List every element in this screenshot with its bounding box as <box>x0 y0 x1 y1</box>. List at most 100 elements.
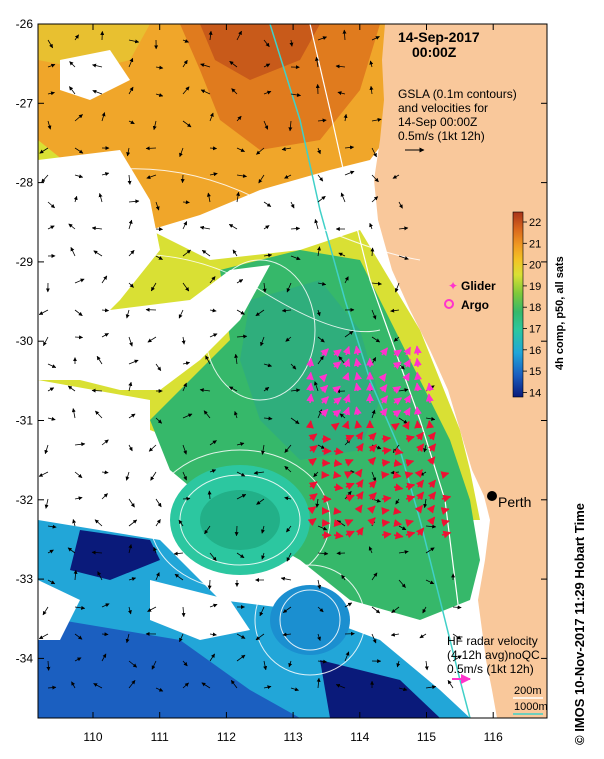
velocity-arrow <box>155 417 163 424</box>
hf-arrow <box>440 471 450 479</box>
velocity-arrow <box>47 685 57 690</box>
velocity-arrow <box>94 519 103 527</box>
velocity-arrow <box>155 363 162 372</box>
velocity-arrow <box>337 91 346 96</box>
hf-arrow <box>381 471 390 480</box>
velocity-arrow <box>344 276 349 284</box>
velocity-arrow <box>182 413 193 419</box>
velocity-arrow <box>236 442 245 447</box>
velocity-arrow <box>42 606 49 616</box>
velocity-arrow <box>282 606 292 613</box>
velocity-arrow <box>290 201 295 209</box>
velocity-arrow <box>128 519 138 527</box>
velocity-arrow <box>47 549 54 554</box>
velocity-arrow <box>182 361 191 366</box>
velocity-arrow <box>344 170 355 176</box>
velocity-arrow <box>128 219 133 230</box>
velocity-arrow <box>284 174 292 179</box>
velocity-arrow <box>128 413 136 419</box>
velocity-arrow <box>91 550 103 555</box>
hf-arrow <box>354 420 363 429</box>
hf-arrow <box>393 459 403 468</box>
velocity-arrow <box>128 577 137 581</box>
hf-arrow <box>309 444 318 454</box>
hf-arrow <box>413 357 422 368</box>
velocity-arrow <box>317 281 327 286</box>
hf-arrow <box>367 517 376 526</box>
hf-arrow <box>353 345 362 356</box>
velocity-arrow <box>398 255 409 260</box>
velocity-arrow <box>290 687 299 692</box>
velocity-arrow <box>316 309 321 317</box>
velocity-arrow <box>199 388 211 393</box>
velocity-arrow <box>155 498 162 508</box>
velocity-arrow <box>101 112 106 122</box>
velocity-arrow <box>371 196 379 203</box>
velocity-arrow <box>313 471 319 478</box>
velocity-arrow <box>128 39 140 44</box>
hf-arrow <box>427 456 436 466</box>
velocity-arrow <box>234 525 239 537</box>
hf-arrow <box>333 459 343 468</box>
velocity-arrow <box>150 471 157 481</box>
velocity-arrow <box>390 632 400 637</box>
hf-arrow <box>427 443 437 453</box>
velocity-arrow <box>74 496 83 501</box>
velocity-arrow <box>317 579 322 590</box>
colorbar-tick-label: 17 <box>529 324 541 336</box>
hf-arrow <box>332 361 342 370</box>
hf-arrow <box>353 382 362 392</box>
hf-arrow <box>403 346 412 356</box>
velocity-arrow <box>209 552 217 562</box>
velocity-arrow <box>128 359 139 365</box>
hf-arrow <box>344 519 354 527</box>
velocity-arrow <box>317 36 327 41</box>
velocity-arrow <box>47 363 57 368</box>
velocity-arrow <box>209 308 217 313</box>
velocity-arrow <box>74 114 83 122</box>
velocity-arrow <box>38 309 49 315</box>
velocity-arrow <box>209 333 218 338</box>
credit-line: © IMOS 10-Nov-2017 11:29 Hobart Time <box>572 503 587 745</box>
lon-tick-label: 114 <box>350 730 369 744</box>
velocity-arrow <box>285 336 292 342</box>
velocity-arrow <box>392 174 400 179</box>
velocity-arrow <box>182 120 192 128</box>
velocity-arrow <box>281 147 292 151</box>
velocity-arrow <box>128 336 133 347</box>
hf-arrow <box>415 479 425 489</box>
velocity-arrow <box>72 519 77 527</box>
velocity-arrow <box>371 606 381 614</box>
argo-symbol <box>444 299 454 309</box>
velocity-arrow <box>208 30 213 41</box>
hf-arrow <box>441 494 452 503</box>
velocity-arrow <box>74 278 85 284</box>
velocity-arrow <box>396 660 401 668</box>
velocity-arrow <box>128 381 133 392</box>
velocity-arrow <box>152 120 157 131</box>
velocity-arrow <box>314 56 319 68</box>
hf-arrow <box>381 458 391 467</box>
velocity-arrow <box>155 572 160 581</box>
velocity-arrow <box>101 470 109 475</box>
velocity-arrow <box>43 336 49 347</box>
velocity-arrow <box>263 63 271 68</box>
velocity-arrow <box>47 416 56 421</box>
velocity-arrow <box>228 386 238 392</box>
velocity-arrow <box>391 606 400 614</box>
velocity-arrow <box>263 225 270 230</box>
velocity-arrow <box>338 252 346 257</box>
velocity-arrow <box>182 471 187 481</box>
velocity-arrow <box>317 525 328 531</box>
velocity-arrow <box>125 633 130 644</box>
colorbar-ticks: 22 21 20 19 18 17 16 15 14 <box>523 217 541 399</box>
hf-arrow <box>368 492 377 501</box>
velocity-arrow <box>371 309 377 320</box>
velocity-arrow <box>200 63 211 68</box>
hf-arrow <box>319 408 329 418</box>
velocity-arrow <box>258 174 265 184</box>
velocity-arrow <box>182 444 187 455</box>
velocity-arrow <box>335 684 346 689</box>
sst-field <box>38 24 547 718</box>
